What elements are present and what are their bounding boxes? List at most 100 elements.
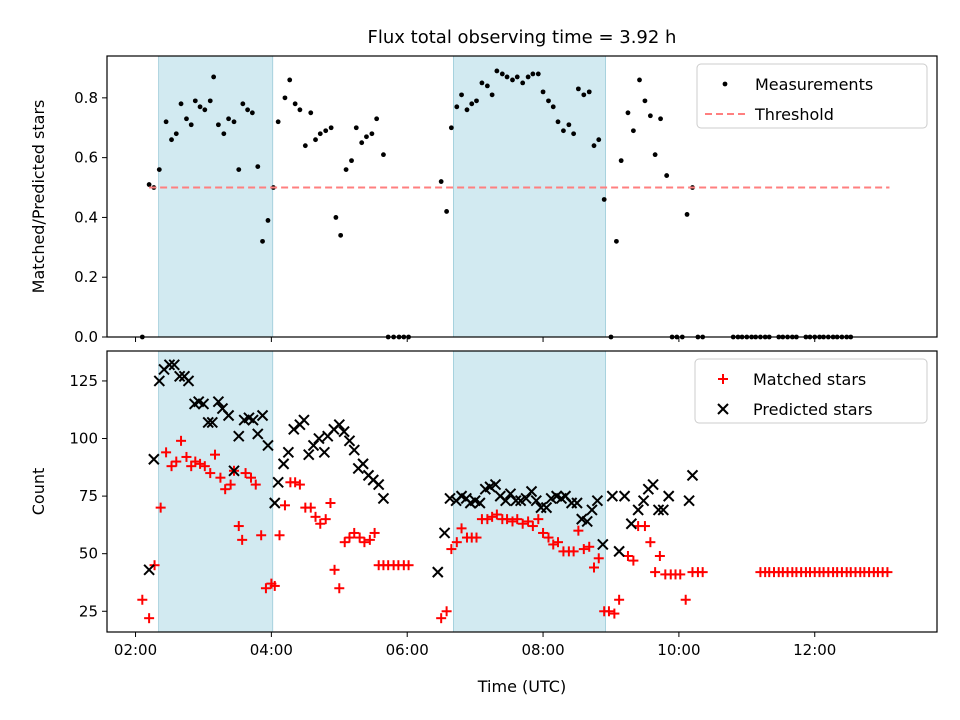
matched-star-point (364, 534, 375, 545)
predicted-star-point (510, 495, 522, 507)
predicted-star-point (618, 490, 631, 502)
x-b (455, 490, 468, 502)
y-tick-label: 0.2 (74, 268, 98, 286)
shaded-span (452, 350, 606, 633)
y-tick-label: 0.8 (74, 89, 98, 107)
predicted-star-point (343, 435, 356, 447)
x-b (489, 478, 502, 491)
measurement-point (249, 110, 255, 116)
x-b (343, 435, 356, 447)
x-b (637, 495, 650, 507)
predicted-star-point (318, 446, 331, 459)
matched-star-point (527, 521, 538, 532)
predicted-star-point (143, 564, 155, 576)
x-b (647, 478, 659, 491)
measurement-point (245, 107, 250, 113)
predicted-star-point (202, 416, 214, 429)
x-b (288, 423, 300, 436)
matched-star-point (149, 560, 160, 571)
matched-star-point (622, 550, 633, 561)
measurement-point (302, 143, 308, 149)
matched-star-point (310, 511, 321, 522)
matched-star-point (359, 537, 370, 548)
matched-star-point (882, 567, 893, 578)
x-tick-label: 10:00 (657, 641, 700, 659)
legend-box (696, 63, 928, 129)
x-b (243, 412, 255, 424)
predicted-star-point (571, 497, 583, 509)
x-b (272, 476, 284, 488)
y-tick-label: 50 (79, 545, 98, 563)
x-b (357, 458, 369, 470)
matched-star-point (491, 509, 502, 520)
legend-label: Matched stars (753, 370, 866, 389)
x-b (338, 425, 350, 438)
measurement-point (333, 215, 339, 220)
x-b (143, 564, 155, 576)
matched-star-point (344, 532, 355, 543)
x-b (717, 403, 729, 415)
predicted-star-point (499, 495, 512, 507)
matched-star-point (588, 562, 599, 573)
predicted-star-point (520, 492, 532, 505)
measurement-point (596, 137, 602, 143)
matched-star-point (294, 479, 305, 490)
predicted-star-point (613, 545, 625, 558)
predicted-star-point (277, 458, 290, 470)
predicted-star-point (182, 375, 195, 387)
measurement-point (338, 232, 344, 238)
predicted-star-point (252, 428, 264, 440)
x-b (206, 416, 218, 429)
x-tick-label: 02:00 (114, 641, 157, 659)
x-b (202, 416, 214, 429)
measurement-point (287, 77, 293, 83)
measurement-point (625, 110, 631, 116)
matched-star-point (215, 472, 226, 483)
measurement-point (601, 197, 607, 202)
x-b (432, 566, 444, 578)
ratio-panel: 0.0 0.2 0.4 0.6 0.8 Matched/Predicted stars Me… (29, 55, 938, 346)
measurement-point (647, 113, 653, 119)
measurement-point (292, 101, 298, 107)
predicted-star-point (591, 495, 604, 507)
measurement-point (438, 179, 444, 184)
predicted-star-point (357, 458, 369, 470)
matched-star-point (225, 479, 236, 490)
x-b (348, 444, 360, 456)
legend-label: Measurements (755, 75, 873, 94)
matched-star-point (584, 541, 595, 552)
legend-label: Predicted stars (753, 400, 873, 419)
axes-frame (106, 350, 938, 633)
matched-star-point (578, 544, 589, 555)
y-axis-label: Matched/Predicted stars (29, 100, 48, 294)
measurement-point (630, 128, 636, 134)
measurement-point (197, 104, 203, 110)
x-b (499, 495, 512, 507)
measurement-point (561, 128, 566, 134)
matched-star-point (650, 567, 661, 578)
matched-star-point (144, 613, 155, 624)
x-b (606, 490, 619, 502)
matched-star-point (628, 555, 639, 566)
x-b (474, 497, 486, 509)
y-tick-label: 0.4 (74, 208, 98, 226)
x-b (307, 439, 320, 452)
measurement-point (364, 134, 369, 140)
x-b (494, 490, 506, 502)
x-tick-label: 12:00 (793, 641, 836, 659)
measurement-point (489, 92, 495, 98)
measurement-point (484, 83, 490, 89)
measurement-point (637, 77, 642, 83)
matched-star-point (305, 502, 316, 513)
measurement-point (215, 122, 221, 128)
y-tick-label: 0.0 (74, 328, 98, 346)
matched-star-point (320, 514, 331, 525)
measurement-point (231, 119, 237, 125)
matched-star-point (446, 544, 457, 555)
x-b (683, 495, 695, 507)
matched-star-point (199, 461, 210, 472)
measurement-point (265, 218, 271, 223)
x-b (377, 492, 390, 505)
measurement-point (540, 89, 546, 95)
measurement-point (163, 119, 169, 125)
